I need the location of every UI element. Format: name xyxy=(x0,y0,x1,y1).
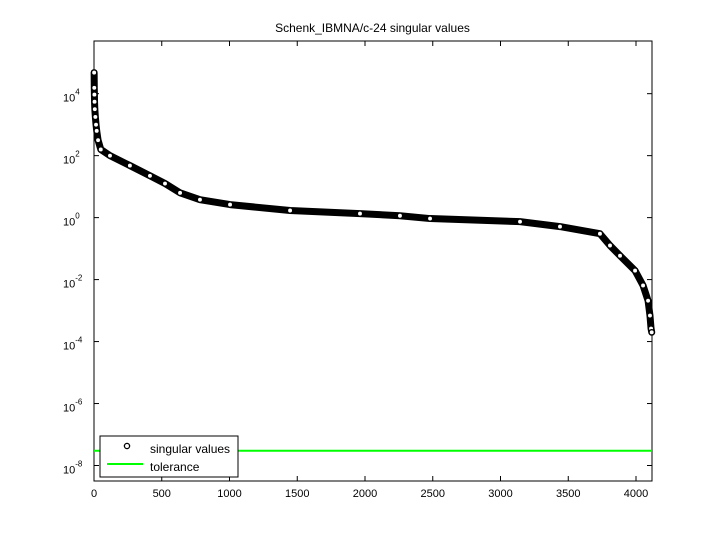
y-tick-label: 104 xyxy=(63,88,80,105)
singular-value-point xyxy=(286,207,294,214)
singular-value-point xyxy=(644,297,652,304)
chart-title: Schenk_IBMNA/c-24 singular values xyxy=(275,21,470,35)
singular-value-point xyxy=(646,312,654,319)
y-tick-label: 102 xyxy=(63,150,80,167)
singular-value-point xyxy=(92,121,100,128)
singular-value-point xyxy=(226,201,234,208)
legend-marker-singular-values xyxy=(123,442,131,450)
x-tick-label: 0 xyxy=(91,488,97,500)
y-tick-label: 10-4 xyxy=(63,336,83,353)
singular-value-point xyxy=(94,136,102,144)
x-tick-label: 3000 xyxy=(488,488,512,500)
singular-value-point xyxy=(106,152,114,159)
singular-value-point xyxy=(91,91,98,98)
singular-value-point xyxy=(516,218,524,225)
x-tick-label: 2000 xyxy=(353,488,377,500)
singular-value-point xyxy=(606,242,614,249)
singular-value-point xyxy=(356,210,364,217)
singular-value-point xyxy=(97,146,105,153)
singular-value-point xyxy=(396,212,404,220)
x-tick-label: 3500 xyxy=(556,488,580,500)
legend-label-tolerance: tolerance xyxy=(150,460,200,474)
singular-value-point xyxy=(126,162,134,169)
x-tick-label: 2500 xyxy=(421,488,445,500)
legend-label-singular-values: singular values xyxy=(150,442,230,456)
singular-value-point xyxy=(161,180,169,187)
singular-value-point xyxy=(91,105,99,113)
y-tick-label: 100 xyxy=(63,212,80,229)
singular-value-point xyxy=(176,189,184,197)
x-tick-label: 1500 xyxy=(285,488,309,500)
x-tick-label: 500 xyxy=(153,488,171,500)
singular-value-point xyxy=(426,215,434,222)
singular-value-point xyxy=(146,172,154,180)
singular-value-point xyxy=(91,84,98,92)
singular-value-point xyxy=(90,69,98,76)
singular-value-point xyxy=(93,127,100,135)
x-tick-label: 4000 xyxy=(624,488,648,500)
plot-area xyxy=(93,40,653,482)
y-tick-label: 10-6 xyxy=(63,398,83,415)
singular-value-point xyxy=(616,252,624,259)
singular-value-point xyxy=(92,113,99,121)
singular-value-point xyxy=(556,223,564,230)
singular-value-point xyxy=(648,329,655,336)
y-tick-label: 10-2 xyxy=(63,274,83,291)
singular-value-point xyxy=(196,196,204,203)
singular-value-point xyxy=(596,230,604,237)
x-tick-label: 1000 xyxy=(217,488,241,500)
singular-value-point xyxy=(639,282,647,289)
legend: singular values tolerance xyxy=(99,435,239,478)
singular-value-point xyxy=(631,267,639,274)
y-tick-label: 10-8 xyxy=(63,460,83,477)
legend-box xyxy=(99,435,239,478)
singular-value-point xyxy=(91,98,98,105)
